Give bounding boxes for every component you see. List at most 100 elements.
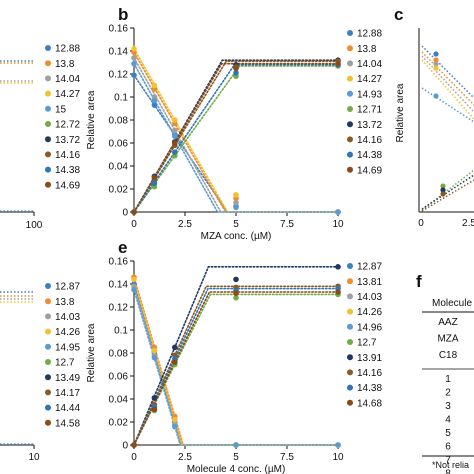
panel-b-point-14.93 <box>172 133 178 139</box>
panel-b-legend-marker <box>347 75 353 82</box>
table-rows: AAZ MZA C18 1 2 3 4 5 6 7 8 <box>437 317 458 474</box>
panel-e-ylabel: Relative area <box>86 323 97 382</box>
panel-d-legend-item: 14.03 <box>55 312 80 323</box>
panel-e-xtick-label: 5 <box>233 452 239 463</box>
panel-c-fit-line <box>421 87 474 123</box>
panel-c-fit-line <box>421 51 474 106</box>
panel-e-legend-item: 12.7 <box>357 338 377 349</box>
panel-a-legend-item: 14.04 <box>55 74 80 85</box>
panel-c-point <box>433 51 439 57</box>
panel-b-point-14.93 <box>151 97 158 104</box>
panel-c-fit-line <box>421 179 474 212</box>
panel-d-legend-marker <box>45 374 51 381</box>
panel-a-legend-marker <box>45 60 51 67</box>
panel-b-legend-marker <box>347 121 353 128</box>
table-row-molecule: 7 <box>445 455 451 466</box>
panel-e-fit-line-14.68 <box>133 291 339 446</box>
panel-e-label: e <box>118 238 127 257</box>
panel-b-legend-marker <box>347 166 353 173</box>
panel-d-legend-marker <box>45 359 51 365</box>
panel-e-legend-marker <box>347 339 353 345</box>
panel-b-legend-item: 12.71 <box>357 105 382 116</box>
panel-c-fit-lines <box>421 45 474 212</box>
panel-e-point-13.91 <box>335 264 341 270</box>
panel-e-fit-line-14.16 <box>133 285 339 446</box>
panel-e-ytick-label: 0.06 <box>109 372 129 383</box>
panel-d-legend-marker <box>45 419 51 426</box>
panel-e-legend-item: 14.38 <box>357 383 382 394</box>
panel-e-ytick-label: 0 <box>122 441 128 452</box>
panel-c-ylabel: Relative area <box>395 83 406 142</box>
table-row-molecule: 1 <box>445 374 451 385</box>
panel-b-point-14.38 <box>233 70 239 76</box>
panel-b-legend-item: 12.88 <box>357 29 382 40</box>
panel-b-fit-line-13.72 <box>133 59 339 213</box>
table-row-molecule: MZA <box>437 334 458 345</box>
panel-a-legend-item: 14.16 <box>55 150 80 161</box>
panel-a-xtick-label: 100 <box>26 220 43 231</box>
panel-a-legend-marker <box>45 151 51 158</box>
panel-b-legend-marker <box>347 136 353 143</box>
panel-b-ytick-label: 0.06 <box>109 139 129 150</box>
panel-b-legend-item: 14.27 <box>357 74 382 85</box>
panel-e-legend-item: 13.81 <box>357 277 382 288</box>
panel-a-legend-marker <box>45 181 51 188</box>
panel-b-legend-marker <box>347 90 353 97</box>
panel-e-point-14.96 <box>335 442 341 448</box>
panel-e-point-14.26 <box>131 276 137 283</box>
panel-b-fit-line-14.69 <box>133 62 339 213</box>
panel-d-legend-marker <box>45 283 51 289</box>
panel-e-point-14.68 <box>151 406 158 413</box>
panel-e-ytick-label: 0.08 <box>109 349 129 360</box>
panel-a-legend-item: 13.72 <box>55 135 80 146</box>
panel-e-ytick-label: 0.12 <box>109 303 129 314</box>
panel-a-legend-marker <box>45 136 51 143</box>
panel-e-legend-marker <box>347 369 353 376</box>
panel-e-point-13.91 <box>172 344 178 351</box>
panel-e-legend-marker <box>347 263 353 269</box>
panel-b-ytick-label: 0.12 <box>109 70 129 81</box>
panel-e-fit-line-14.26 <box>133 278 339 446</box>
panel-e-ytick-label: 0.1 <box>114 326 128 337</box>
panel-c-point <box>440 187 446 193</box>
panel-a-legend-marker <box>45 121 51 127</box>
panel-b-legend-marker <box>347 30 353 36</box>
panel-e-fit-line-14.96 <box>133 289 339 446</box>
panel-e-legend-item: 12.87 <box>357 262 382 273</box>
panel-b-point-14.93 <box>233 204 239 211</box>
panel-e-xlabel: Molecule 4 conc. (µM) <box>187 464 286 474</box>
panel-d-legend-item: 12.7 <box>55 358 75 369</box>
panel-e-fit-line-14.38 <box>133 287 339 446</box>
panel-b-legend-marker <box>347 106 353 112</box>
panel-b-point-14.69 <box>172 140 178 146</box>
panel-b-ytick-label: 0.16 <box>109 24 129 35</box>
panel-f-label: f <box>416 272 422 291</box>
panel-c-point <box>440 183 446 189</box>
panel-d-legend-marker <box>45 343 51 350</box>
panel-b-point-14.93 <box>131 60 137 67</box>
panel-a-legend-item: 12.72 <box>55 120 80 131</box>
panel-f-table: f Molecule AAZ MZA C18 1 2 3 4 5 6 7 8 *Not relia <box>416 272 474 474</box>
panel-c-chart: Relative area 0 2.5 <box>395 28 474 229</box>
panel-b-fit-line-14.38 <box>133 64 339 213</box>
panel-e-legend-marker <box>347 399 353 406</box>
panel-d-legend-item: 12.87 <box>55 282 80 293</box>
panel-b-ylabel: Relative area <box>86 90 97 149</box>
panel-a-legend-marker <box>45 75 51 82</box>
panel-e-chart: 0 0.02 0.04 0.06 0.08 0.1 0.12 0.14 0.16 0 2.5 5 7.5… <box>86 257 382 474</box>
panel-b-xtick-label: 10 <box>332 219 344 230</box>
panel-d-legend-item: 14.95 <box>55 342 80 353</box>
panel-c-point <box>433 61 439 67</box>
panel-a-legend: 12.88 13.8 14.04 14.27 15 12.72 13.72 14.16 14.3… <box>45 44 80 191</box>
panel-c-fit-line <box>421 174 474 210</box>
panel-b-xtick-label: 5 <box>233 219 239 230</box>
panel-b-point-14.93 <box>335 209 341 215</box>
table-row-molecule: 6 <box>445 442 451 453</box>
panel-b-xtick-label: 2.5 <box>178 219 192 230</box>
panel-e-point-14.68 <box>172 359 178 366</box>
panel-b-fit-line-12.88 <box>133 74 339 213</box>
panel-d-legend-marker <box>45 404 51 411</box>
panel-e-point-14.26 <box>172 416 178 423</box>
panel-e-legend-item: 14.96 <box>357 322 382 333</box>
panel-b-point-14.04 <box>233 200 239 206</box>
